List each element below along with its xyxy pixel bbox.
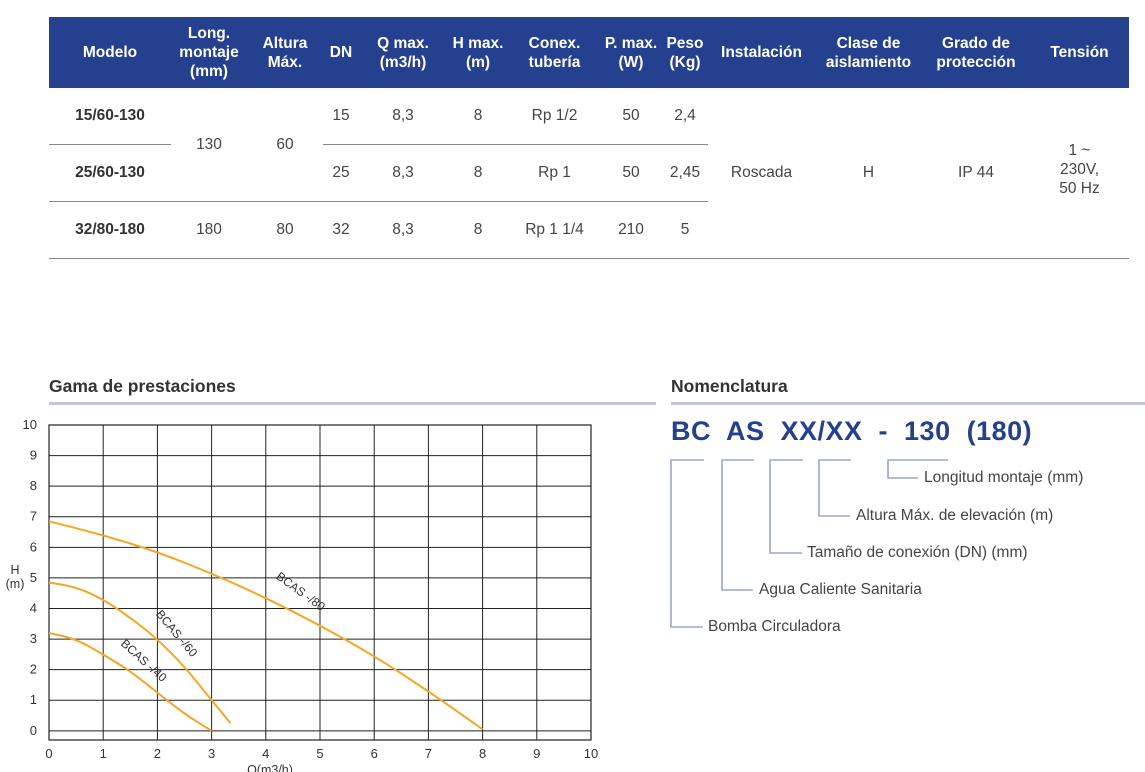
pmax-cell: 50	[600, 88, 662, 145]
pmax-cell: 50	[600, 144, 662, 202]
nomenclature-brackets	[670, 459, 948, 628]
column-header-dn: DN	[323, 17, 359, 88]
x-tick-label: 3	[208, 746, 215, 761]
qmax-cell: 8,3	[359, 144, 447, 202]
altura-max-cell: 80	[247, 201, 323, 259]
series-curve	[48, 520, 484, 731]
model-cell: 15/60-130	[49, 88, 171, 145]
column-header-altura: Altura Máx.	[247, 17, 323, 88]
x-tick-label: 1	[100, 746, 107, 761]
conex-cell: Rp 1/2	[509, 88, 600, 145]
series-label: BCAS -/60	[153, 607, 200, 660]
nomenclature-label-tamano: Tamaño de conexión (DN) (mm)	[807, 544, 1028, 561]
dn-cell: 15	[323, 88, 359, 145]
y-tick-label: 1	[30, 692, 37, 707]
long-montaje-cell: 130	[171, 88, 247, 202]
x-tick-label: 6	[371, 746, 378, 761]
peso-cell: 2,4	[662, 88, 708, 145]
y-tick-label: 5	[30, 570, 37, 585]
model-cell: 32/80-180	[49, 201, 171, 259]
y-tick-label: 9	[30, 448, 37, 463]
x-tick-label: 4	[262, 746, 269, 761]
nomenclature-title-bar	[671, 402, 1145, 405]
long-montaje-cell: 180	[171, 201, 247, 259]
chart-section-title: Gama de prestaciones	[49, 376, 236, 396]
column-header-tension: Tensión	[1030, 17, 1129, 88]
series-curve	[48, 631, 213, 732]
column-header-grado: Grado de protección	[922, 17, 1030, 88]
clase-cell: H	[815, 88, 922, 259]
nomenclature-label-bomba: Bomba Circuladora	[708, 618, 841, 635]
qmax-cell: 8,3	[359, 88, 447, 145]
x-axis-label: Q(m3/h)	[247, 763, 293, 772]
tension-cell: 1 ~ 230V, 50 Hz	[1030, 88, 1129, 259]
nomenclature-label-longitud: Longitud montaje (mm)	[924, 469, 1084, 486]
y-tick-label: 0	[30, 723, 37, 738]
x-tick-label: 9	[533, 746, 540, 761]
column-header-conex: Conex. tubería	[509, 17, 600, 88]
y-tick-label: 8	[30, 478, 37, 493]
column-header-long: Long. montaje (mm)	[171, 17, 247, 88]
column-header-clase: Clase de aislamiento	[815, 17, 922, 88]
table-row: 32/80-180 180 80 32 8,3 8 Rp 1 1/4 210 5	[49, 201, 1129, 259]
specs-table: Modelo Long. montaje (mm) Altura Máx. DN Q m…	[49, 17, 1129, 259]
bracket-altura	[818, 459, 851, 517]
hmax-cell: 8	[447, 144, 509, 202]
nomenclature-code: BC AS XX/XX - 130 (180)	[671, 416, 1033, 446]
conex-cell: Rp 1 1/4	[509, 201, 600, 259]
chart-title-bar	[49, 402, 656, 405]
y-tick-label: 2	[30, 662, 37, 677]
series-curve	[48, 581, 232, 724]
dn-cell: 25	[323, 144, 359, 202]
altura-max-cell: 60	[247, 88, 323, 202]
bracket-bomba	[670, 459, 704, 628]
x-tick-label: 10	[584, 746, 598, 761]
nomenclature-label-agua: Agua Caliente Sanitaria	[759, 581, 922, 598]
column-header-peso: Peso (Kg)	[662, 17, 708, 88]
conex-cell: Rp 1	[509, 144, 600, 202]
table-body: 15/60-130 130 60 15 8,3 8 Rp 1/2 50 2,4 …	[49, 88, 1129, 259]
x-tick-label: 8	[479, 746, 486, 761]
y-tick-label: 4	[30, 600, 37, 615]
column-header-modelo: Modelo	[49, 17, 171, 88]
column-header-hmax: H max. (m)	[447, 17, 509, 88]
x-tick-label: 7	[425, 746, 432, 761]
peso-cell: 5	[662, 201, 708, 259]
y-axis-label: H (m)	[6, 563, 25, 591]
x-tick-label: 2	[154, 746, 161, 761]
model-cell: 25/60-130	[49, 144, 171, 202]
column-header-instalacion: Instalación	[708, 17, 815, 88]
qmax-cell: 8,3	[359, 201, 447, 259]
x-tick-label: 0	[45, 746, 52, 761]
table-header: Modelo Long. montaje (mm) Altura Máx. DN Q m…	[49, 17, 1129, 88]
nomenclature-section-title: Nomenclatura	[671, 376, 788, 396]
peso-cell: 2,45	[662, 144, 708, 202]
y-tick-label: 7	[30, 509, 37, 524]
pmax-cell: 210	[600, 201, 662, 259]
nomenclature-label-altura: Altura Máx. de elevación (m)	[856, 507, 1054, 524]
y-tick-label: 3	[30, 631, 37, 646]
x-tick-label: 5	[316, 746, 323, 761]
y-tick-label: 6	[30, 539, 37, 554]
hmax-cell: 8	[447, 201, 509, 259]
bracket-agua	[721, 459, 754, 591]
dn-cell: 32	[323, 201, 359, 259]
column-header-pmax: P. max. (W)	[600, 17, 662, 88]
column-header-qmax: Q max. (m3/h)	[359, 17, 447, 88]
bracket-tamano	[769, 459, 803, 554]
instalacion-cell: Roscada	[708, 88, 815, 259]
table-row: 15/60-130 130 60 15 8,3 8 Rp 1/2 50 2,4 …	[49, 88, 1129, 259]
bracket-longitud	[887, 459, 948, 479]
y-tick-label: 10	[23, 417, 37, 432]
grado-cell: IP 44	[922, 88, 1030, 259]
hmax-cell: 8	[447, 88, 509, 145]
table-row: 25/60-130 25 8,3 8 Rp 1 50 2,45	[49, 144, 1129, 202]
